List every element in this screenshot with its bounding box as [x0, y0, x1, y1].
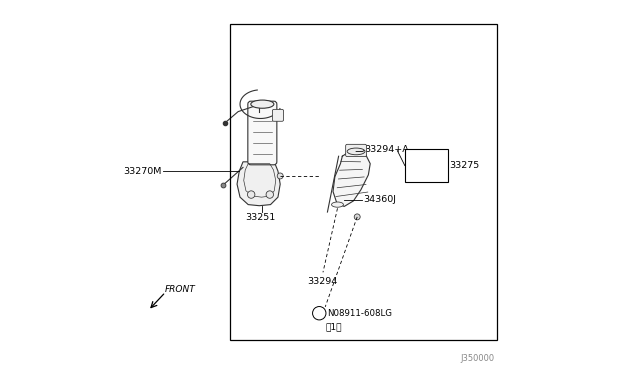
- Circle shape: [277, 173, 283, 179]
- Text: 33270M: 33270M: [123, 167, 161, 176]
- Bar: [405, 149, 449, 182]
- Text: （1）: （1）: [326, 322, 342, 331]
- Circle shape: [248, 191, 255, 198]
- Text: 33294+A: 33294+A: [365, 145, 410, 154]
- Text: J350000: J350000: [460, 354, 494, 363]
- FancyBboxPatch shape: [273, 109, 284, 121]
- Text: FRONT: FRONT: [164, 285, 195, 294]
- Polygon shape: [333, 149, 370, 206]
- Circle shape: [312, 307, 326, 320]
- Text: N: N: [316, 309, 323, 318]
- Ellipse shape: [332, 202, 344, 207]
- FancyBboxPatch shape: [248, 101, 277, 165]
- Ellipse shape: [251, 100, 274, 108]
- Text: N08911-608LG: N08911-608LG: [326, 309, 392, 318]
- Polygon shape: [237, 162, 280, 206]
- Text: 34360J: 34360J: [363, 195, 396, 203]
- Bar: [230, 24, 497, 340]
- Text: 33251: 33251: [245, 213, 276, 222]
- Circle shape: [354, 214, 360, 220]
- Ellipse shape: [347, 148, 365, 155]
- Circle shape: [266, 191, 273, 198]
- Text: 33275: 33275: [449, 161, 480, 170]
- FancyBboxPatch shape: [346, 144, 367, 157]
- Text: 33294: 33294: [307, 277, 337, 286]
